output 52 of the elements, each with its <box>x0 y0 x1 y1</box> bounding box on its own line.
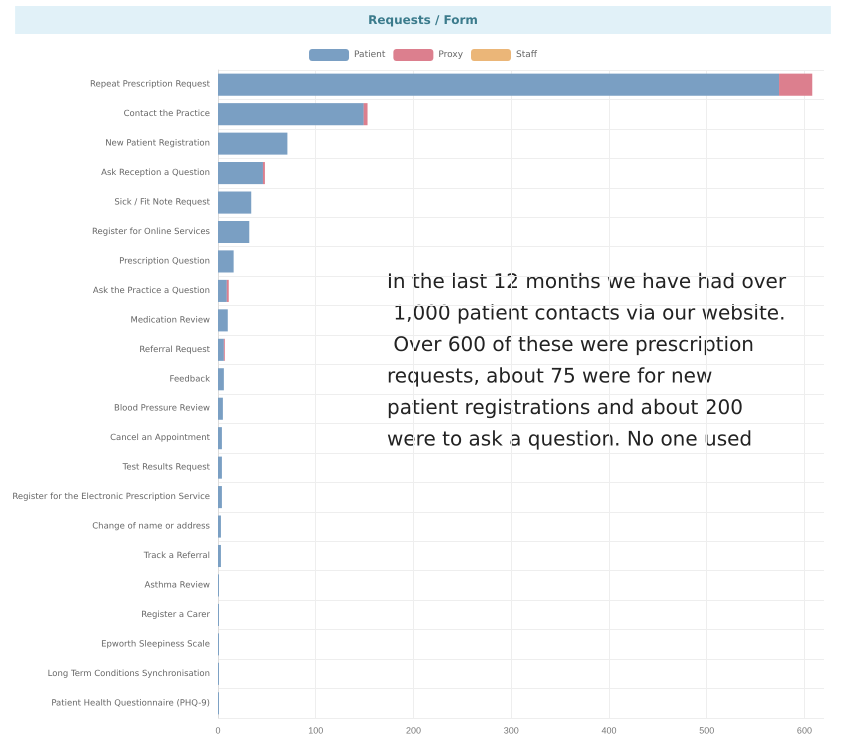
bar <box>218 368 224 390</box>
bar <box>218 427 222 450</box>
x-tick-label: 600 <box>796 726 812 736</box>
y-tick-label: Referral Request <box>139 344 211 355</box>
bar <box>218 132 288 155</box>
y-tick-label: Prescription Question <box>119 256 210 266</box>
y-tick-label: Track a Referral <box>142 551 210 561</box>
y-tick-label: Long Term Conditions Synchronisation <box>48 668 210 679</box>
x-tick-label: 0 <box>215 726 221 736</box>
bar <box>218 220 250 244</box>
x-tick-label: 300 <box>504 726 519 736</box>
y-tick-label: Register for Online Services <box>92 227 211 237</box>
legend-label: Proxy <box>438 50 464 60</box>
bar <box>364 103 368 126</box>
bar <box>218 338 224 361</box>
y-tick-label: Blood Pressure Review <box>114 404 210 414</box>
bar <box>218 456 222 479</box>
x-tick-label: 500 <box>699 726 714 736</box>
y-tick-label: New Patient Registration <box>105 138 210 149</box>
y-tick-label: Ask the Practice a Question <box>92 286 210 296</box>
y-tick-label: Change of name or address <box>92 522 211 532</box>
legend-label: Patient <box>354 50 386 60</box>
y-tick-label: Sick / Fit Note Request <box>114 198 211 208</box>
y-tick-label: Test Results Request <box>122 462 211 473</box>
bar <box>218 162 263 184</box>
bar <box>218 192 252 214</box>
legend-label: Staff <box>516 50 538 60</box>
y-tick-label: Cancel an Appointment <box>110 433 211 444</box>
y-tick-label: Medication Review <box>130 315 210 326</box>
y-tick-label: Patient Health Questionnaire (PHQ-9) <box>51 698 210 708</box>
bar <box>218 250 234 272</box>
bar <box>218 486 222 508</box>
bar <box>218 516 221 538</box>
y-tick-label: Epworth Sleepiness Scale <box>101 639 210 650</box>
bar <box>218 280 227 302</box>
bar <box>218 309 228 332</box>
bar <box>218 103 364 126</box>
y-tick-label: Feedback <box>170 374 210 384</box>
bar <box>218 398 223 420</box>
y-tick-label: Register for the Electronic Prescription Service <box>12 492 210 502</box>
chart-title: Requests / Form <box>368 13 478 27</box>
x-tick-label: 400 <box>601 726 616 736</box>
y-tick-label: Ask Reception a Question <box>101 168 210 178</box>
bar <box>218 544 221 568</box>
x-tick-label: 200 <box>406 726 421 736</box>
bar <box>779 74 812 96</box>
bar <box>218 74 780 96</box>
x-tick-label: 100 <box>308 726 324 736</box>
y-tick-label: Asthma Review <box>144 580 210 590</box>
y-tick-label: Contact the Practice <box>124 109 210 120</box>
y-tick-label: Register a Carer <box>141 610 210 620</box>
y-tick-label: Repeat Prescription Request <box>90 80 211 90</box>
